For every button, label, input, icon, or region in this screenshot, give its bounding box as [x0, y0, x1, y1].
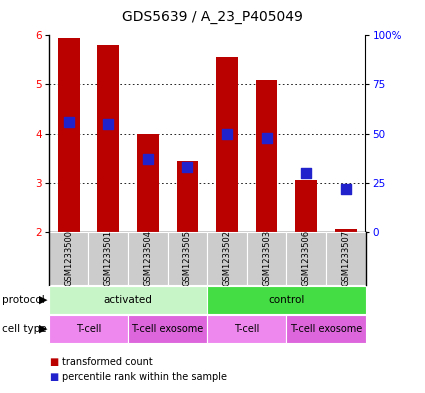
- Point: [105, 121, 112, 127]
- Text: activated: activated: [104, 295, 153, 305]
- Text: GSM1233506: GSM1233506: [302, 230, 311, 286]
- Text: GSM1233501: GSM1233501: [104, 230, 113, 286]
- Bar: [49, 232, 88, 285]
- Bar: [286, 232, 326, 285]
- Bar: [58, 38, 79, 232]
- Point: [65, 119, 72, 125]
- Text: GSM1233505: GSM1233505: [183, 230, 192, 286]
- Text: T-cell exosome: T-cell exosome: [131, 324, 204, 334]
- Bar: [97, 45, 119, 232]
- Text: ■: ■: [49, 356, 58, 367]
- Point: [263, 134, 270, 141]
- Bar: [326, 232, 366, 285]
- Text: transformed count: transformed count: [62, 356, 153, 367]
- Bar: [207, 285, 366, 314]
- Bar: [49, 285, 207, 314]
- Text: GSM1233503: GSM1233503: [262, 230, 271, 286]
- Bar: [216, 57, 238, 232]
- Text: ▶: ▶: [39, 324, 48, 334]
- Point: [184, 164, 191, 170]
- Bar: [286, 315, 366, 343]
- Text: protocol: protocol: [2, 295, 45, 305]
- Bar: [256, 79, 278, 232]
- Point: [342, 185, 349, 192]
- Text: T-cell: T-cell: [234, 324, 259, 334]
- Text: GSM1233507: GSM1233507: [341, 230, 350, 286]
- Bar: [207, 315, 286, 343]
- Text: GSM1233502: GSM1233502: [222, 230, 232, 286]
- Text: GDS5639 / A_23_P405049: GDS5639 / A_23_P405049: [122, 10, 303, 24]
- Point: [144, 156, 151, 162]
- Bar: [167, 232, 207, 285]
- Bar: [247, 232, 286, 285]
- Text: ■: ■: [49, 372, 58, 382]
- Text: cell type: cell type: [2, 324, 47, 334]
- Bar: [295, 180, 317, 232]
- Bar: [128, 315, 207, 343]
- Text: T-cell: T-cell: [76, 324, 101, 334]
- Bar: [335, 230, 357, 232]
- Text: T-cell exosome: T-cell exosome: [290, 324, 362, 334]
- Bar: [128, 232, 167, 285]
- Text: GSM1233504: GSM1233504: [143, 230, 152, 286]
- Text: control: control: [268, 295, 305, 305]
- Bar: [49, 315, 128, 343]
- Bar: [176, 161, 198, 232]
- Bar: [207, 232, 247, 285]
- Text: ▶: ▶: [39, 295, 48, 305]
- Text: GSM1233500: GSM1233500: [64, 230, 73, 286]
- Point: [303, 170, 309, 176]
- Text: percentile rank within the sample: percentile rank within the sample: [62, 372, 227, 382]
- Point: [224, 130, 230, 137]
- Bar: [88, 232, 128, 285]
- Bar: [137, 134, 159, 232]
